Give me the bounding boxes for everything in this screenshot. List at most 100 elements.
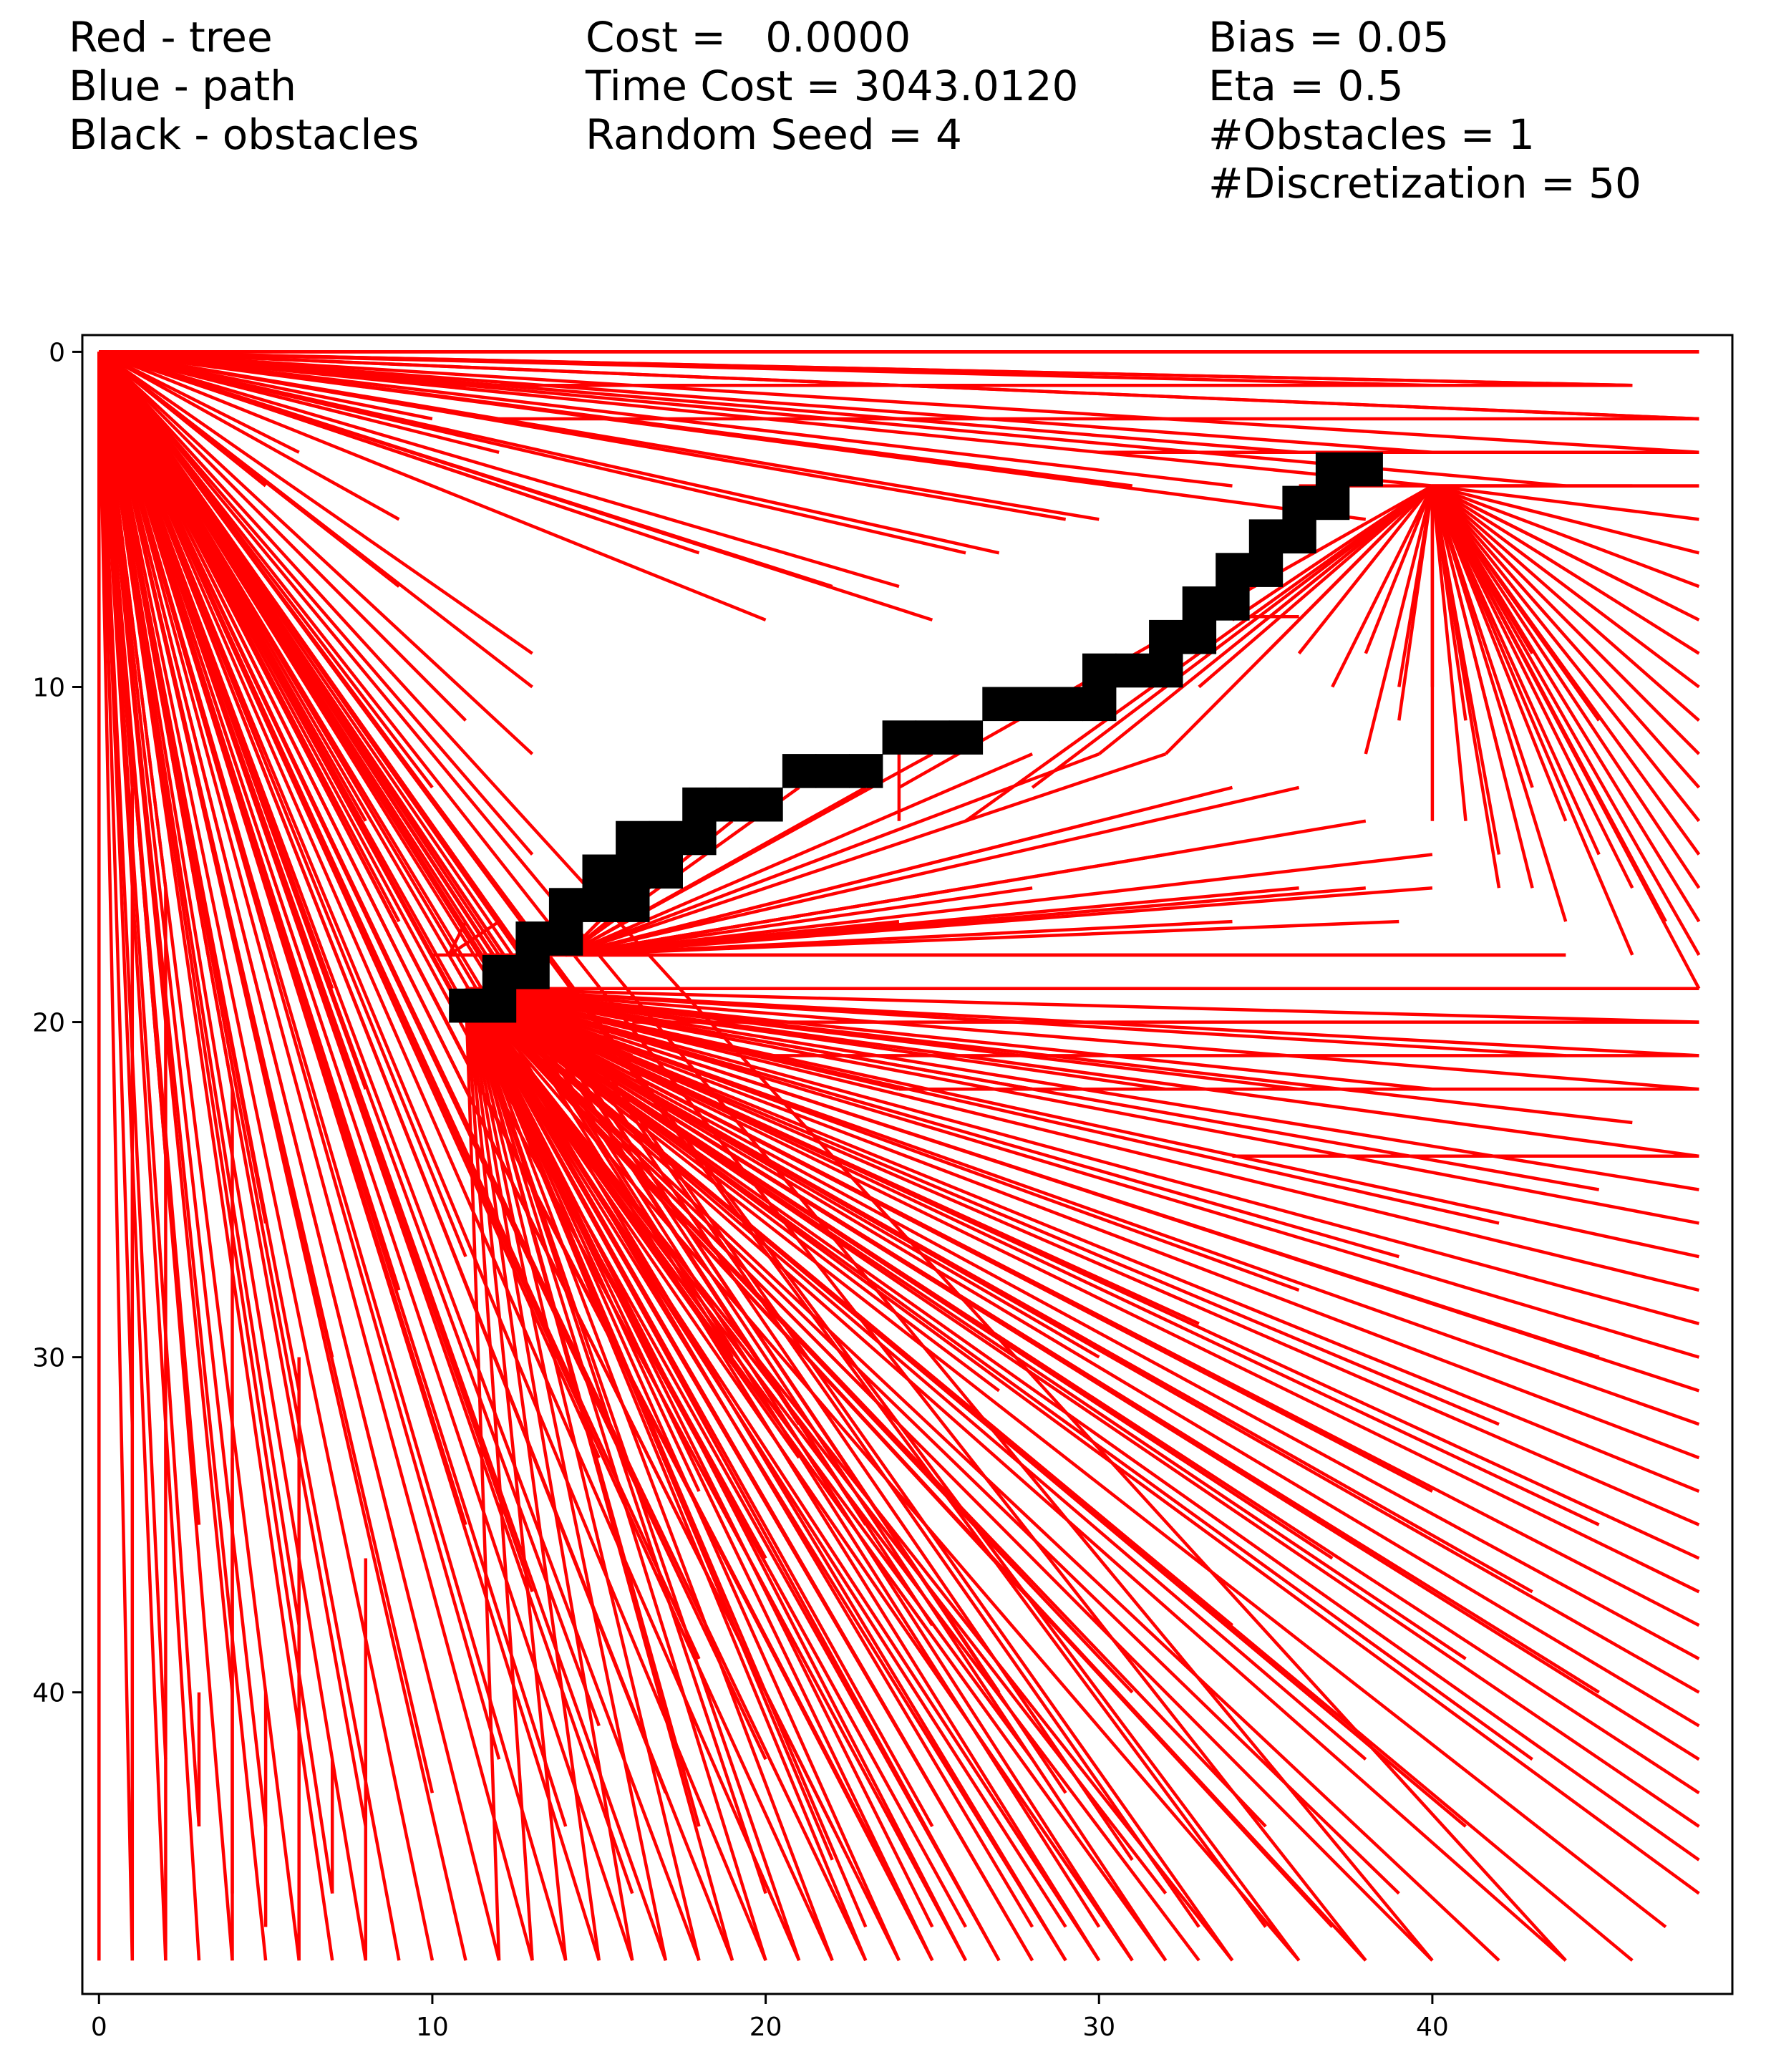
tree-edge <box>464 987 1034 1761</box>
tree-edge <box>465 987 1700 1660</box>
legend-obstacles: Black - obstacles <box>69 110 419 159</box>
obstacle-cell <box>1248 519 1284 553</box>
tree-edge <box>465 987 1700 1862</box>
tree-edge <box>464 987 1067 1962</box>
tree-edge <box>1431 484 1700 655</box>
tree-edge <box>465 987 1500 1225</box>
tree-edge <box>465 987 1467 1828</box>
tree-edge <box>98 350 433 421</box>
tree-edge <box>99 350 1367 521</box>
tree-edge <box>1431 484 1700 722</box>
tree-edge <box>97 351 767 1761</box>
obstacle-cell <box>515 921 550 956</box>
tree-edge <box>97 352 135 1425</box>
tree-edge <box>1430 485 1534 654</box>
obstacle-cell <box>1216 586 1250 621</box>
tree-edge <box>1031 484 1434 789</box>
tree-edge <box>465 987 1200 1325</box>
tree-edge <box>465 987 1700 1594</box>
obstacle-cell <box>749 787 783 822</box>
tree-edge <box>97 351 667 1794</box>
tree-edge <box>464 987 968 1962</box>
tree-edge <box>99 350 1699 455</box>
tree-edge <box>465 987 1600 1526</box>
obstacle-cell <box>1115 653 1150 688</box>
tree-edge <box>464 987 1168 1894</box>
obstacle-cell <box>515 954 550 989</box>
obstacle-cell <box>1082 687 1117 722</box>
tree-edge <box>464 988 534 1961</box>
tree-edge <box>97 351 201 654</box>
obstacle-cell <box>882 720 916 755</box>
tree-edge <box>464 987 934 1828</box>
tree-layer <box>97 350 1701 1962</box>
tree-edge <box>1298 485 1434 621</box>
params-text: Bias = 0.05 Eta = 0.5 #Obstacles = 1 #Di… <box>1208 13 1641 208</box>
obstacle-cell <box>1315 452 1350 487</box>
tree-edge <box>97 351 967 1962</box>
tree-edge <box>465 987 1700 1728</box>
tree-edge <box>464 987 934 1928</box>
tree-edge <box>464 987 1067 1928</box>
obstacles-count-readout: #Obstacles = 1 <box>1208 110 1535 159</box>
tree-edge <box>97 352 334 1894</box>
obstacle-layer <box>449 452 1383 1023</box>
tree-edge <box>98 350 367 421</box>
tree-edge <box>465 987 1700 1359</box>
eta-readout: Eta = 0.5 <box>1208 62 1404 110</box>
tree-edge <box>465 987 1600 1694</box>
tree-edge <box>1364 485 1435 755</box>
x-tick-label: 0 <box>91 2013 107 2042</box>
tree-edge <box>97 351 334 1358</box>
tree-edge <box>565 853 1433 957</box>
tree-edge <box>464 987 1101 1962</box>
tree-edge <box>464 988 634 1961</box>
random-seed-readout: Random Seed = 4 <box>586 110 962 159</box>
obstacle-cell <box>616 820 650 856</box>
tree-edge <box>97 351 1267 1928</box>
obstacle-cell <box>982 687 1017 722</box>
tree-edge <box>565 886 966 957</box>
tree-edge <box>464 987 868 1928</box>
tree-edge <box>447 920 500 957</box>
tree-edge <box>465 987 1567 1962</box>
tree-edge <box>1430 485 1701 957</box>
axis-layer: 0 10 20 30 40 0 10 20 30 40 <box>32 338 1449 2042</box>
tree-edge <box>465 987 1433 1493</box>
tree-edge <box>97 351 1134 1962</box>
y-tick-label: 40 <box>32 1679 65 1708</box>
obstacle-cell <box>1149 653 1183 688</box>
obstacle-cell <box>682 787 717 822</box>
plot-frame <box>81 334 1734 1995</box>
tree-edge <box>97 352 201 1827</box>
tree-edge <box>97 350 534 755</box>
tree-edge <box>447 921 467 956</box>
tree-edge <box>464 987 901 1425</box>
tree-edge <box>465 987 1700 1493</box>
tree-edge <box>97 350 1434 1962</box>
tree-edge <box>465 987 1500 1426</box>
tree-edge <box>97 350 467 722</box>
tree-edge <box>464 987 1267 1828</box>
x-tick-label: 10 <box>416 2013 449 2042</box>
tree-edge <box>465 987 1699 1091</box>
tree-edge <box>464 987 1334 1928</box>
tree-edge <box>465 987 1700 1526</box>
obstacle-cell <box>649 854 683 889</box>
tree-edge <box>97 351 501 1760</box>
obstacle-cell <box>649 820 683 856</box>
y-tick-label: 30 <box>32 1344 65 1373</box>
tree-edge <box>566 919 1233 957</box>
tree-edge <box>464 988 501 1961</box>
tree-edge <box>1430 485 1534 889</box>
tree-edge <box>464 987 701 1492</box>
obstacle-cell <box>482 988 517 1023</box>
tree-edge <box>464 987 901 1962</box>
legend-path: Blue - path <box>69 62 297 110</box>
tree-edge <box>1364 485 1434 654</box>
bias-readout: Bias = 0.05 <box>1208 13 1450 62</box>
tree-edge <box>1431 485 1701 823</box>
tree-edge <box>97 352 135 1961</box>
obstacle-cell <box>548 921 583 956</box>
